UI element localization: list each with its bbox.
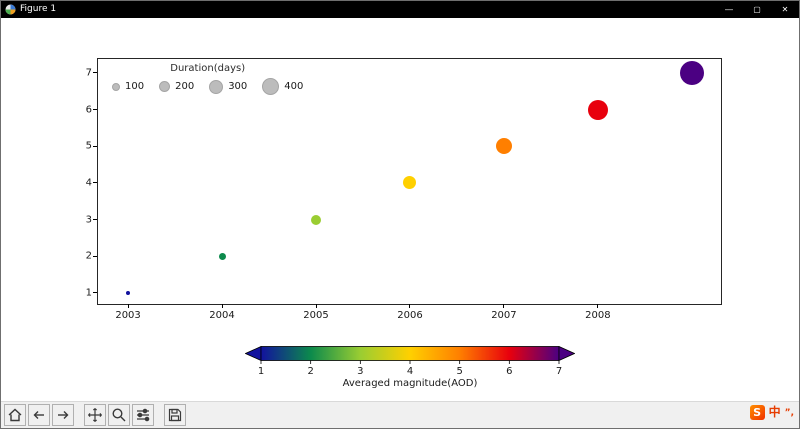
y-tick-label: 2	[85, 250, 92, 262]
x-tick-mark	[503, 304, 505, 308]
forward-button[interactable]	[52, 404, 74, 426]
colorbar-body	[260, 346, 560, 361]
legend-item-label: 100	[125, 81, 145, 92]
colorbar-tick-label: 1	[257, 366, 265, 377]
colorbar-tick-label: 3	[357, 366, 364, 377]
y-tick-label: 4	[85, 177, 92, 189]
scatter-point	[679, 60, 704, 85]
legend-size-swatch	[262, 78, 280, 95]
x-tick-label: 2006	[397, 310, 423, 321]
y-tick-label: 3	[85, 214, 92, 226]
y-tick-label: 7	[85, 67, 92, 79]
pan-icon	[88, 408, 102, 422]
y-tick-mark	[93, 219, 97, 221]
ime-punctuation[interactable]: ”,	[784, 407, 794, 418]
y-tick-mark	[93, 145, 97, 147]
forward-arrow-icon	[58, 411, 69, 419]
legend-item: 100	[112, 81, 144, 92]
sliders-icon	[137, 408, 150, 422]
legend-title: Duration(days)	[170, 63, 246, 74]
legend-size-swatch	[159, 81, 171, 92]
y-tick-mark	[93, 72, 97, 74]
home-icon	[8, 408, 22, 422]
x-tick-mark	[127, 304, 129, 308]
y-tick-mark	[93, 182, 97, 184]
legend-items: 100 200 300 400	[112, 78, 303, 95]
legend-item: 300	[209, 79, 248, 94]
scatter-point	[403, 176, 417, 190]
x-tick-label: 2004	[209, 310, 235, 321]
save-button[interactable]	[164, 404, 186, 426]
colorbar-tick-marks	[260, 360, 560, 364]
matplotlib-icon	[5, 4, 16, 15]
legend-item: 400	[262, 78, 303, 95]
scatter-point	[311, 214, 321, 225]
legend-item: 200	[159, 81, 194, 92]
x-tick-mark	[221, 304, 223, 308]
legend-item-label: 400	[284, 81, 304, 92]
maximize-button[interactable]: ▢	[743, 1, 771, 18]
colorbar-label: Averaged magnitude(AOD)	[342, 378, 478, 389]
colorbar-over-arrow	[558, 346, 575, 362]
window-title: Figure 1	[20, 4, 57, 14]
legend-item-label: 300	[228, 81, 248, 92]
ime-mode-chinese[interactable]: 中	[768, 405, 781, 419]
legend: Duration(days) 100 200 300 400	[112, 63, 303, 95]
nav-toolbar: S 中 ”,	[1, 401, 799, 428]
y-tick-label: 1	[85, 287, 92, 299]
scatter-point	[495, 138, 512, 155]
y-tick-mark	[93, 109, 97, 111]
colorbar-tick-label: 7	[555, 366, 563, 377]
y-tick-mark	[93, 292, 97, 294]
scatter-point	[126, 290, 131, 295]
colorbar-under-arrow	[245, 346, 262, 362]
x-tick-label: 2008	[585, 310, 611, 321]
y-tick-label: 5	[85, 140, 92, 152]
x-tick-label: 2005	[303, 310, 329, 321]
back-arrow-icon	[33, 411, 44, 419]
zoom-icon	[112, 408, 126, 422]
axes: Duration(days) 100 200 300 400 2003 2004 2005…	[86, 58, 722, 321]
close-button[interactable]: ✕	[771, 1, 799, 18]
back-button[interactable]	[28, 404, 50, 426]
colorbar-gradient	[245, 346, 575, 364]
figure-canvas: Duration(days) 100 200 300 400 2003 2004 2005…	[1, 18, 799, 401]
ime-indicator: S 中 ”,	[749, 405, 794, 420]
x-tick-mark	[409, 304, 411, 308]
x-tick-label: 2007	[491, 310, 517, 321]
y-tick-label: 6	[85, 104, 92, 116]
sogou-logo[interactable]: S	[749, 405, 765, 420]
pan-button[interactable]	[84, 404, 106, 426]
y-tick-mark	[93, 255, 97, 257]
x-tick-mark	[315, 304, 317, 308]
scatter-point	[587, 99, 608, 120]
x-tick-mark	[597, 304, 599, 308]
colorbar-tick-label: 5	[456, 366, 463, 377]
colorbar: 1 2 3 4 5 6 7 Averaged magnitude(AOD)	[245, 346, 575, 392]
configure-subplots-button[interactable]	[132, 404, 154, 426]
legend-item-label: 200	[175, 81, 195, 92]
window-controls: — ▢ ✕	[715, 1, 799, 18]
save-icon	[168, 408, 182, 422]
title-bar[interactable]: Figure 1 — ▢ ✕	[1, 1, 799, 18]
zoom-button[interactable]	[108, 404, 130, 426]
home-button[interactable]	[4, 404, 26, 426]
legend-size-swatch	[209, 79, 224, 94]
colorbar-tick-label: 4	[406, 366, 414, 377]
x-tick-label: 2003	[115, 310, 141, 321]
colorbar-tick-label: 2	[307, 366, 314, 377]
scatter-point	[218, 252, 226, 260]
colorbar-tick-label: 6	[506, 366, 513, 377]
legend-size-swatch	[112, 82, 120, 91]
minimize-button[interactable]: —	[715, 1, 743, 18]
